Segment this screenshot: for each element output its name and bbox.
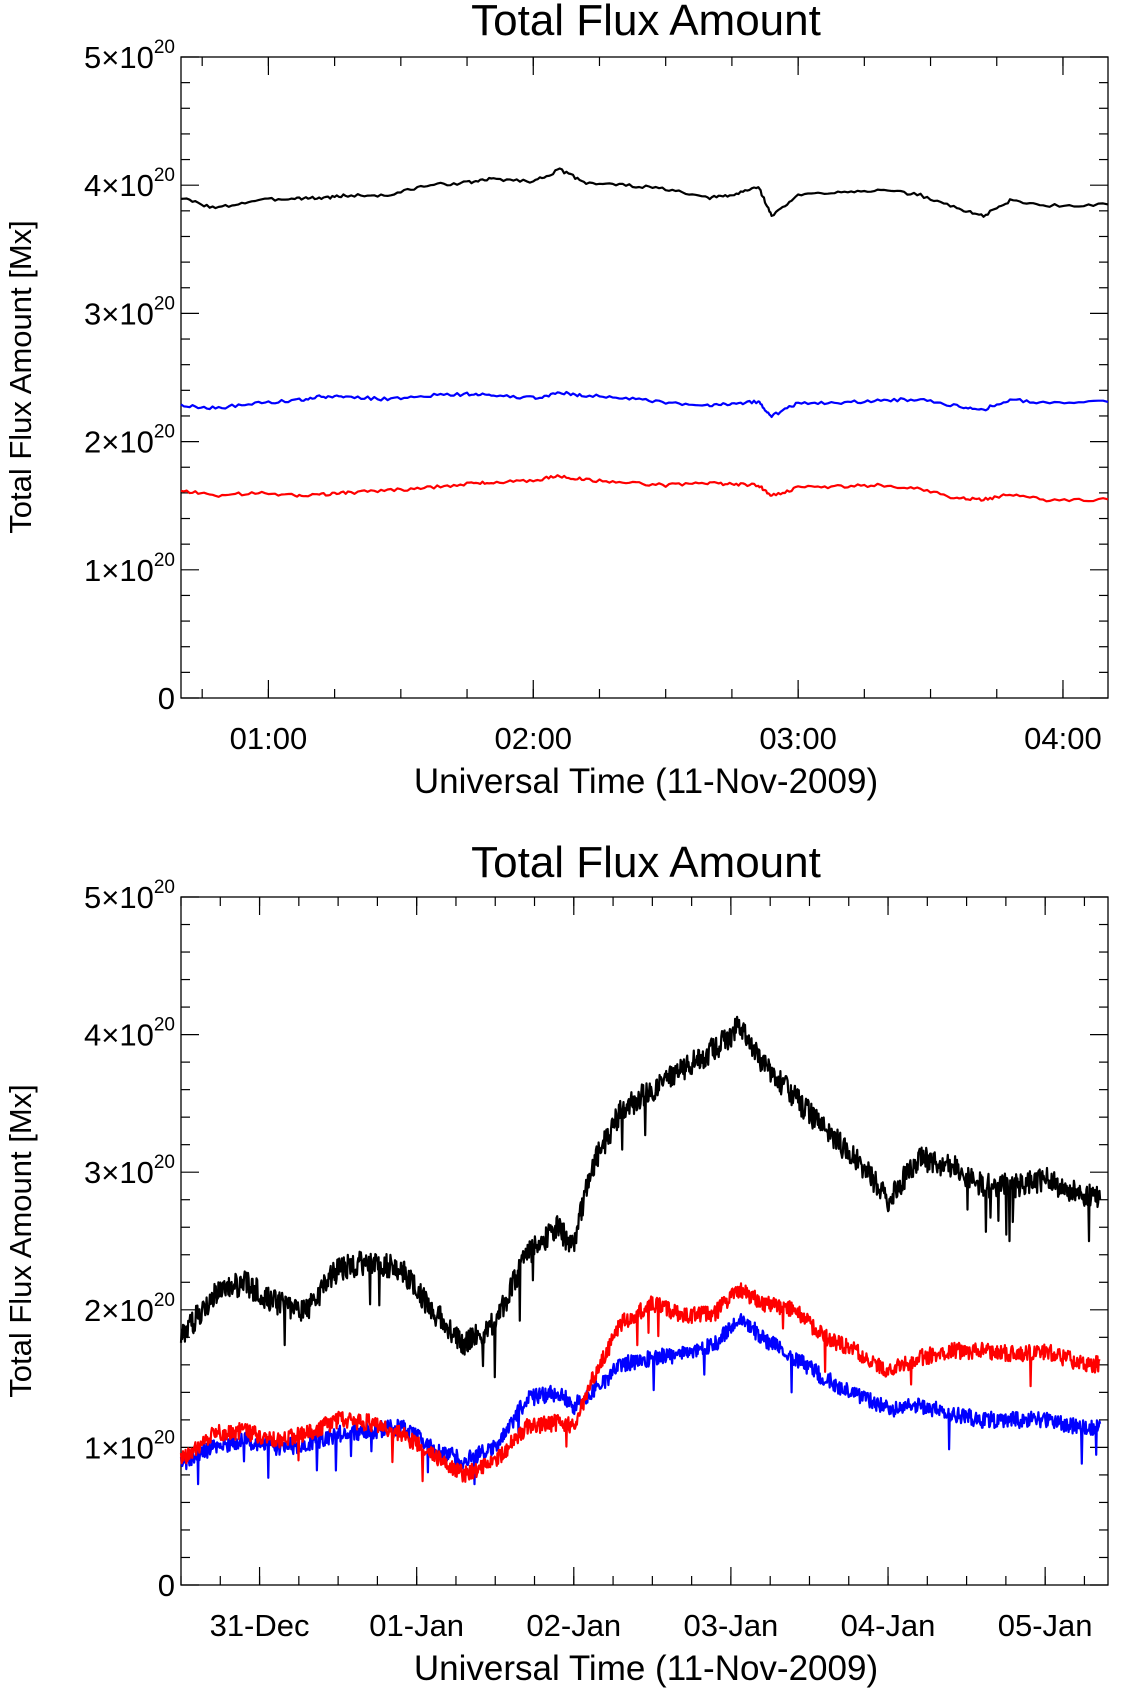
chart-bottom-xlabel: Universal Time (11-Nov-2009): [414, 1649, 878, 1688]
chart-bottom: Total Flux Amount 31-Dec 01-Jan 02-Jan 03-J…: [3, 838, 1109, 1688]
y-tick-label: 3×1020: [84, 293, 175, 331]
chart-bottom-y-tick-labels: 0 1×1020 2×1020 3×1020 4×1020 5×1020: [84, 877, 175, 1603]
y-tick-label: 1×1020: [84, 1427, 175, 1465]
chart-bottom-title: Total Flux Amount: [471, 838, 821, 887]
series-line-2: [180, 474, 1109, 503]
series-line-1: [180, 390, 1109, 419]
chart-top: Total Flux Amount 01:00 02:00 03:00 04:00 0…: [3, 0, 1109, 801]
x-tick-label: 03-Jan: [684, 1608, 779, 1643]
y-tick-label: 3×1020: [84, 1152, 175, 1190]
x-tick-label: 02:00: [494, 721, 572, 756]
x-tick-label: 01-Jan: [369, 1608, 464, 1643]
series-line-1: [179, 1313, 1102, 1486]
chart-top-series: [180, 167, 1109, 503]
y-tick-label: 5×1020: [84, 877, 175, 915]
chart-bottom-tick-marks: [180, 896, 1108, 1586]
chart-top-y-tick-labels: 0 1×1020 2×1020 3×1020 4×1020 5×1020: [84, 37, 175, 716]
y-tick-label: 2×1020: [84, 422, 175, 460]
y-tick-label: 4×1020: [84, 165, 175, 203]
series-line-0: [179, 1015, 1102, 1379]
x-tick-label: 05-Jan: [998, 1608, 1093, 1643]
x-tick-label: 04-Jan: [841, 1608, 936, 1643]
series-line-0: [180, 167, 1109, 218]
x-tick-label: 02-Jan: [526, 1608, 621, 1643]
chart-bottom-series: [179, 1015, 1102, 1486]
y-tick-label: 0: [158, 1568, 175, 1603]
chart-top-x-tick-labels: 01:00 02:00 03:00 04:00: [230, 721, 1102, 756]
chart-bottom-ylabel: Total Flux Amount [Mx]: [3, 1084, 38, 1398]
chart-top-ylabel: Total Flux Amount [Mx]: [3, 220, 38, 534]
chart-top-xlabel: Universal Time (11-Nov-2009): [414, 762, 878, 801]
y-tick-label: 5×1020: [84, 37, 175, 75]
x-tick-label: 01:00: [230, 721, 308, 756]
chart-top-frame: [180, 56, 1109, 699]
y-tick-label: 2×1020: [84, 1290, 175, 1328]
y-tick-label: 4×1020: [84, 1015, 175, 1053]
x-tick-label: 31-Dec: [210, 1608, 310, 1643]
x-tick-label: 03:00: [759, 721, 837, 756]
chart-top-title: Total Flux Amount: [471, 0, 821, 45]
y-tick-label: 1×1020: [84, 550, 175, 588]
y-tick-label: 0: [158, 681, 175, 716]
chart-bottom-x-tick-labels: 31-Dec 01-Jan 02-Jan 03-Jan 04-Jan 05-Jan: [210, 1608, 1093, 1643]
series-line-2: [179, 1282, 1101, 1483]
chart-top-tick-marks: [181, 56, 1108, 699]
x-tick-label: 04:00: [1024, 721, 1102, 756]
chart-bottom-frame: [180, 896, 1109, 1586]
